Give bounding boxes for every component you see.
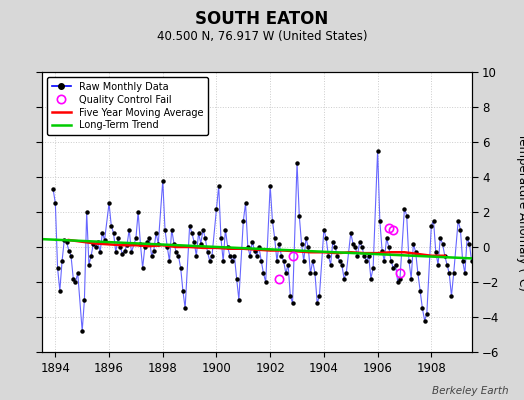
Y-axis label: Temperature Anomaly (°C): Temperature Anomaly (°C) <box>516 133 524 291</box>
Text: 40.500 N, 76.917 W (United States): 40.500 N, 76.917 W (United States) <box>157 30 367 43</box>
Text: SOUTH EATON: SOUTH EATON <box>195 10 329 28</box>
Legend: Raw Monthly Data, Quality Control Fail, Five Year Moving Average, Long-Term Tren: Raw Monthly Data, Quality Control Fail, … <box>47 77 208 135</box>
Text: Berkeley Earth: Berkeley Earth <box>432 386 508 396</box>
